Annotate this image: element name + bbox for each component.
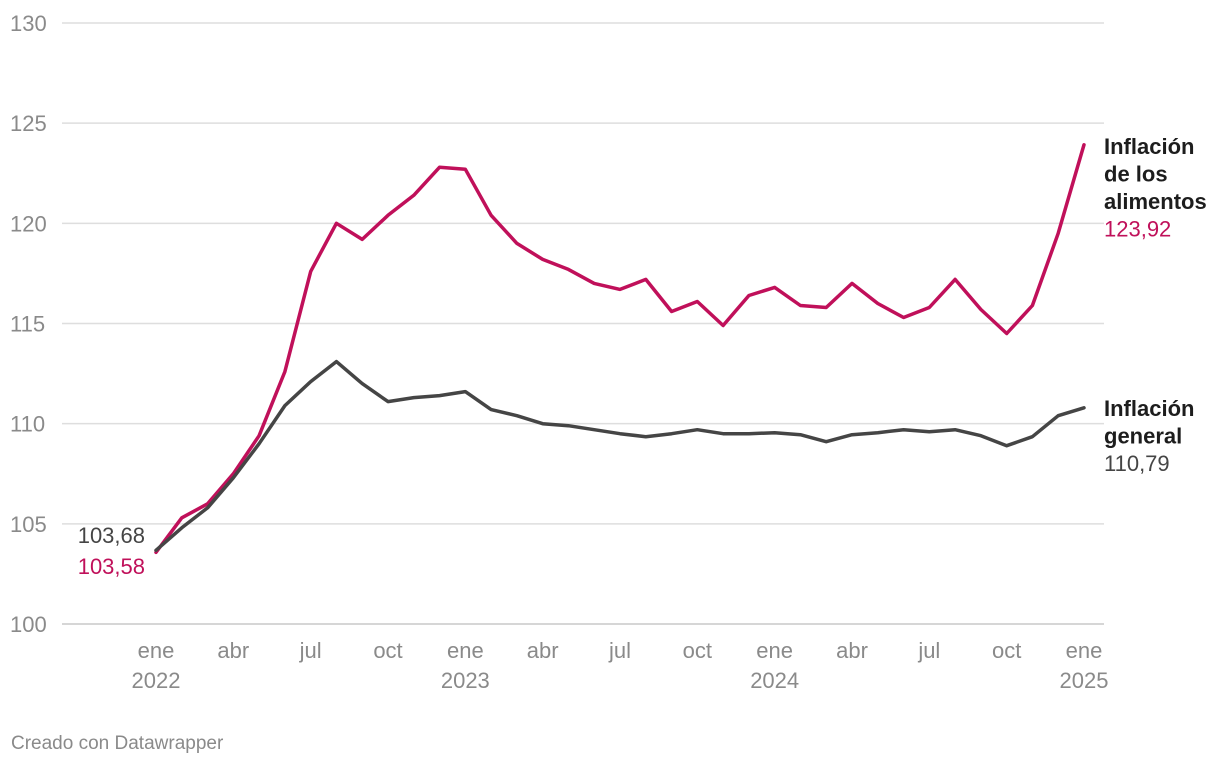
y-tick-label: 110 [10,412,45,437]
series-line-0 [154,143,1086,555]
end-value-label: 110,79 [1104,451,1170,476]
x-tick-month: oct [373,638,402,663]
x-tick-month: abr [527,638,559,663]
x-tick-year: 2025 [1060,668,1109,693]
y-tick-label: 100 [10,612,47,637]
x-tick-month: jul [299,638,322,663]
x-tick-month: oct [683,638,712,663]
series-line-1 [154,359,1086,553]
x-tick-month: ene [138,638,175,663]
x-tick-month: jul [608,638,631,663]
x-tick-year: 2024 [750,668,799,693]
x-tick-month: abr [217,638,249,663]
series-name-label: Inflación [1104,134,1194,159]
series-name-label: de los [1104,162,1168,187]
x-tick-year: 2022 [132,668,181,693]
y-tick-label: 125 [10,111,47,136]
start-value-label: 103,58 [78,554,145,579]
x-tick-month: jul [917,638,940,663]
end-value-label: 123,92 [1104,217,1171,242]
start-value-label: 103,68 [78,523,145,548]
y-tick-label: 115 [10,312,45,337]
x-tick-month: ene [1066,638,1103,663]
x-tick-month: ene [447,638,484,663]
y-tick-label: 130 [10,11,47,36]
series-name-label: general [1104,424,1182,449]
x-tick-month: oct [992,638,1021,663]
series-name-label: alimentos [1104,189,1207,214]
y-tick-label: 105 [10,512,47,537]
x-tick-month: ene [756,638,793,663]
y-tick-label: 120 [10,211,47,236]
series-name-label: Inflación [1104,396,1194,421]
x-tick-year: 2023 [441,668,490,693]
credit-text: Creado con Datawrapper [11,733,224,754]
x-tick-month: abr [836,638,868,663]
